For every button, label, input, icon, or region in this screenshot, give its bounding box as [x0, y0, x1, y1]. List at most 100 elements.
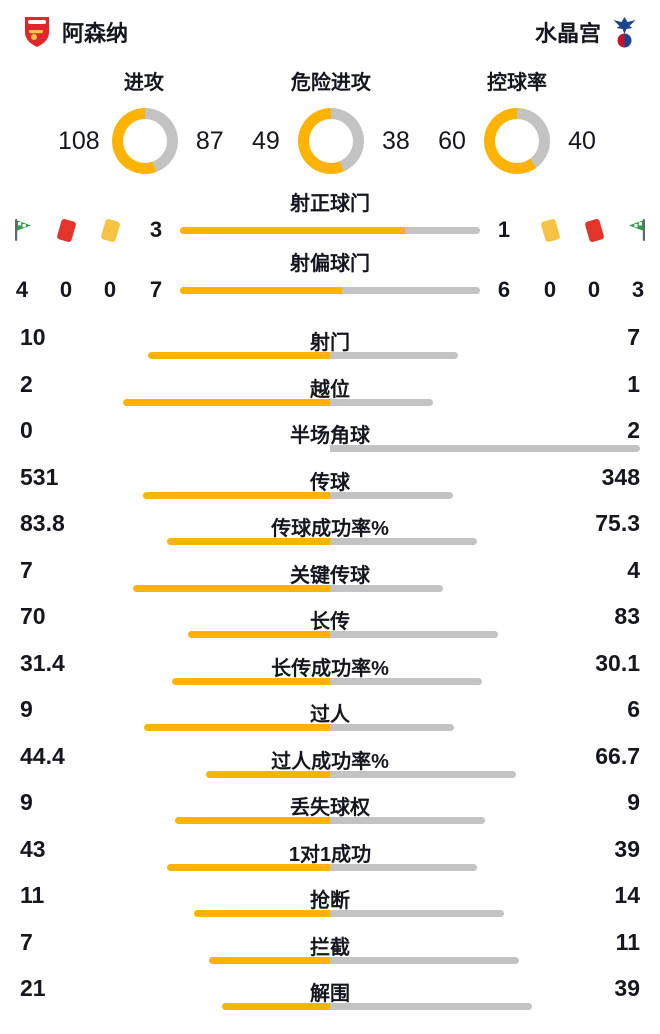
donut-ring: [297, 108, 364, 174]
stat-bar-away: [330, 538, 477, 545]
stat-away-value: 4: [627, 556, 640, 583]
stat-bar-home: [206, 770, 330, 778]
donut-label: 危险进攻: [290, 72, 371, 94]
donut-row: 108 87: [58, 107, 230, 175]
shots-on-target-row: 3 1: [0, 215, 660, 245]
stat-home-value: 21: [20, 975, 46, 1001]
stat-label: 1对1成功: [288, 843, 372, 866]
stat-bar-home: [144, 724, 330, 731]
stat-label: 抢断: [310, 890, 350, 912]
stat-bar-away: [330, 677, 482, 685]
away-team-crest-icon: [611, 16, 638, 48]
donut-away-value: 40: [568, 126, 596, 155]
stat-away-value: 30.1: [595, 649, 640, 676]
stat-row: 2 越位 1: [0, 368, 660, 415]
stat-bar-away: [330, 445, 640, 452]
stat-row: 44.4 过人成功率% 66.7: [0, 740, 660, 787]
donut-home-value: 108: [58, 126, 100, 155]
stat-bar-home: [209, 956, 330, 964]
stat-home-value: 83.8: [20, 510, 65, 536]
away-corners-count: 3: [631, 277, 645, 302]
shots-on-target-away-value: 1: [497, 217, 511, 242]
stat-home-value: 0: [20, 417, 33, 443]
stat-home-value: 11: [20, 882, 45, 908]
away-team: 水晶宫: [535, 16, 638, 48]
stat-away-value: 7: [627, 324, 640, 350]
stat-home-value: 2: [20, 370, 33, 397]
stat-row: 21 解围 39: [0, 972, 660, 1019]
stat-bar-away: [330, 1003, 532, 1010]
shots-off-target-label: 射偏球门: [290, 253, 370, 275]
stat-bar-away: [330, 631, 499, 638]
stat-away-value: 39: [614, 835, 640, 862]
home-event-counts: 4 0 0: [0, 277, 132, 303]
away-team-name: 水晶宫: [534, 21, 601, 46]
away-red-cards-count: 0: [587, 277, 601, 302]
shots-off-target-away-value: 6: [497, 277, 511, 302]
stat-bar-away: [330, 770, 517, 778]
stats-list: 10 射门 7 2 越位 1 0 半场角球 2 531 传球 348 83.8 传球成功率% 75.3 7 关键…: [0, 321, 660, 1019]
stat-bar-away: [330, 724, 454, 731]
stat-bar-away: [330, 491, 453, 499]
home-corners-count: 4: [15, 277, 29, 302]
stat-bar-away: [330, 956, 520, 964]
stat-bar-home: [166, 538, 330, 545]
shots-off-target-block: 射偏球门 4 0 0 7 6 0 0 3: [0, 253, 660, 305]
stat-bar-home: [188, 631, 330, 638]
stat-bar-away: [330, 352, 458, 359]
shots-on-target-bar-home-fill: [180, 226, 405, 234]
stat-home-value: 31.4: [20, 649, 65, 676]
home-event-icons: [0, 217, 132, 243]
stat-row: 31.4 长传成功率% 30.1: [0, 647, 660, 694]
corner-flag-icon: [15, 219, 31, 241]
stat-label: 长传成功率%: [271, 657, 389, 680]
stat-label: 越位: [310, 378, 350, 401]
stat-bar-away: [330, 817, 485, 824]
donut-label: 进攻: [123, 72, 164, 94]
stat-label: 过人成功率%: [271, 750, 389, 773]
stat-away-value: 9: [627, 789, 640, 815]
stat-label: 长传: [310, 611, 350, 633]
stat-row: 11 抢断 14: [0, 879, 660, 926]
stat-home-value: 7: [20, 928, 33, 955]
stat-label: 关键传球: [290, 564, 370, 587]
donut-ring: [111, 108, 178, 174]
stat-label: 解围: [310, 983, 350, 1005]
stat-label: 射门: [310, 332, 350, 354]
home-yellow-card-cell: [88, 217, 132, 243]
away-corner-flag-cell: [616, 217, 660, 243]
donut-ring: [484, 108, 550, 174]
stat-row: 7 关键传球 4: [0, 554, 660, 601]
stat-bar-home: [123, 398, 330, 406]
stat-away-value: 11: [615, 928, 640, 955]
home-corner-flag-cell: [0, 217, 44, 243]
stat-home-value: 9: [20, 696, 33, 722]
stat-row: 7 拦截 11: [0, 926, 660, 973]
stat-bar-home: [132, 584, 330, 592]
stat-bar-home: [167, 863, 330, 871]
away-yellow-cards-count: 0: [543, 277, 557, 302]
stat-label: 过人: [310, 704, 350, 726]
donut-chart: 进攻 108 87: [58, 66, 230, 175]
shots-off-target-row: 4 0 0 7 6 0 0 3: [0, 275, 660, 305]
stat-away-value: 2: [627, 417, 640, 443]
stat-label: 传球成功率%: [271, 518, 389, 540]
away-yellow-card-cell: [528, 217, 572, 243]
stat-away-value: 83: [614, 603, 640, 629]
stat-bar-away: [330, 910, 504, 917]
red-card-icon: [583, 217, 605, 243]
stat-row: 0 半场角球 2: [0, 414, 660, 461]
donut-away-value: 87: [195, 126, 224, 155]
shots-off-target-bar: [180, 286, 480, 294]
home-red-cards-count: 0: [59, 277, 73, 302]
shots-off-target-home-value: 7: [149, 277, 163, 302]
shots-section: 射正球门: [0, 193, 660, 305]
stat-away-value: 348: [601, 463, 640, 490]
shots-on-target-label: 射正球门: [290, 193, 370, 215]
shots-on-target-home-value: 3: [149, 217, 163, 242]
red-card-icon: [55, 217, 77, 243]
away-event-counts: 0 0 3: [528, 277, 660, 303]
stat-away-value: 6: [627, 696, 640, 722]
stat-away-value: 66.7: [595, 742, 640, 769]
shots-on-target-bar: [180, 226, 480, 234]
